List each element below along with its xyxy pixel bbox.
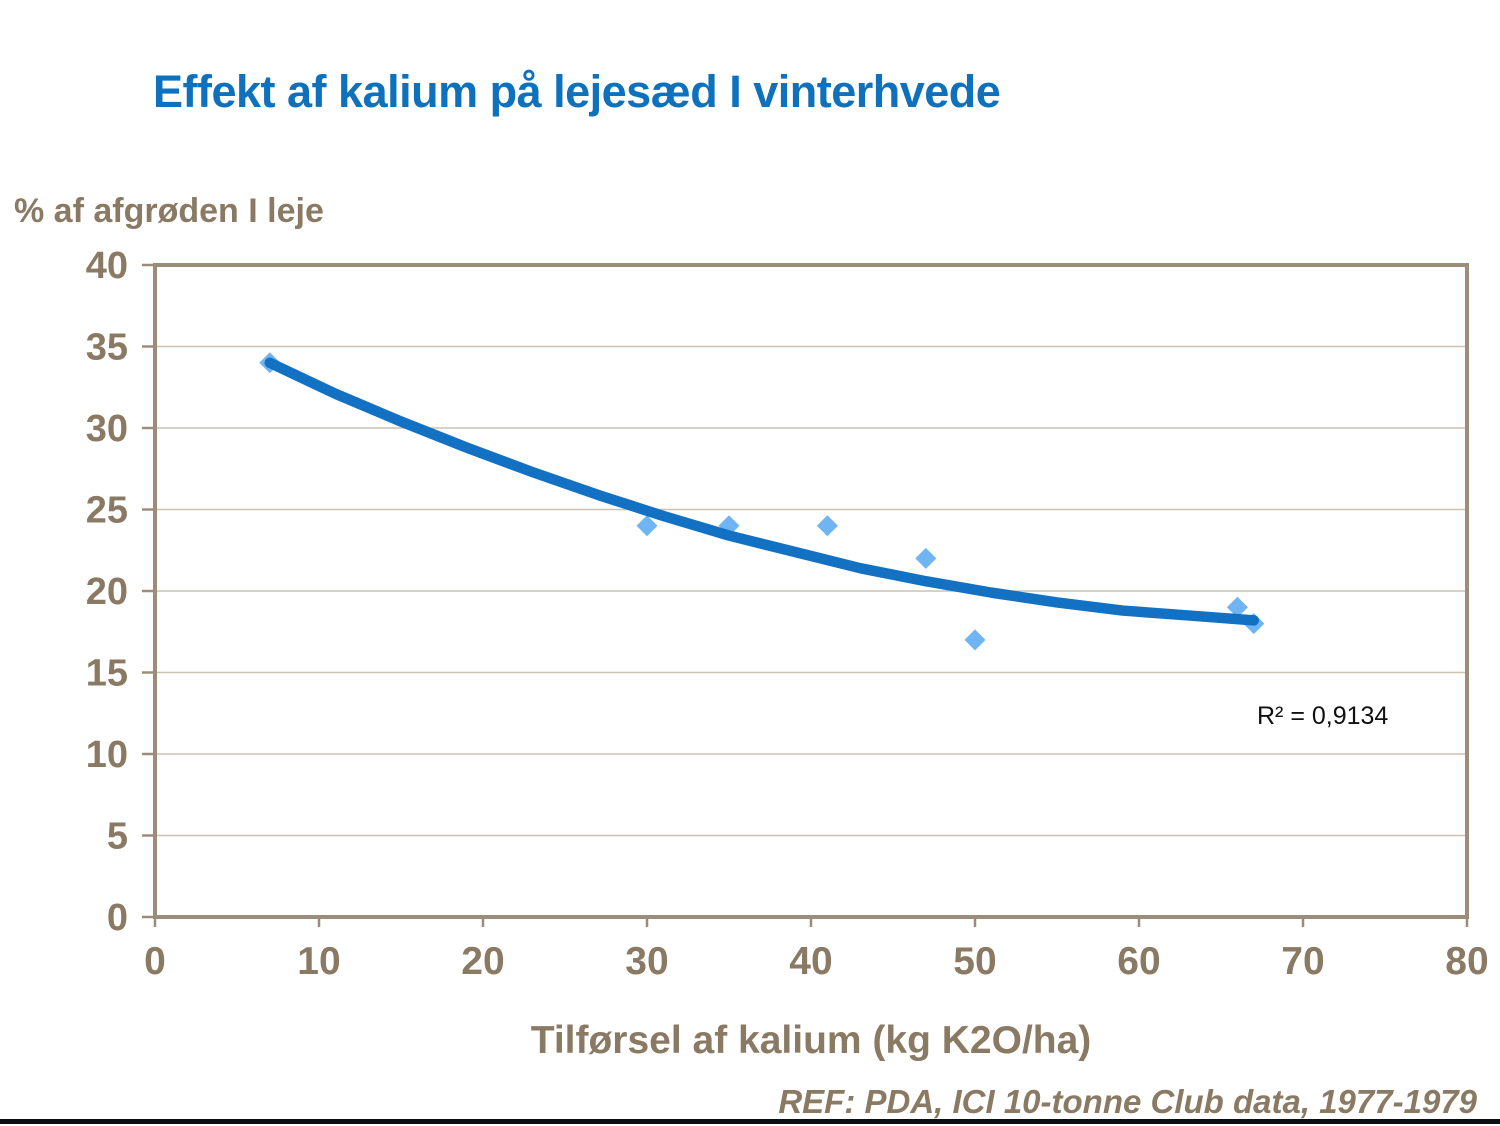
x-tick-label: 50 [953, 940, 996, 983]
y-tick-label: 10 [86, 734, 128, 776]
y-tick-label: 5 [107, 816, 128, 858]
y-tick-label: 25 [86, 490, 128, 532]
trend-line [264, 357, 1260, 626]
y-tick-label: 40 [86, 245, 128, 287]
data-point-diamond [1226, 596, 1248, 618]
y-tick-label: 30 [86, 408, 128, 450]
x-tick-label: 0 [144, 940, 166, 983]
data-point-diamond [636, 515, 658, 537]
x-tick-label: 60 [1117, 940, 1160, 983]
y-axis-title: % af afgrøden I leje [14, 192, 324, 230]
data-point-diamond [964, 629, 986, 651]
x-tick-label: 40 [789, 940, 832, 983]
x-tick-label: 80 [1445, 940, 1488, 983]
x-tick-label: 10 [297, 940, 340, 983]
x-tick-label: 70 [1281, 940, 1324, 983]
y-tick-label: 15 [86, 653, 128, 695]
r-squared-label: R² = 0,9134 [1257, 702, 1388, 730]
y-tick-label: 35 [86, 327, 128, 369]
bottom-accent-bar [0, 1119, 1500, 1124]
footer-reference: REF: PDA, ICI 10-tonne Club data, 1977-1… [778, 1083, 1477, 1120]
x-axis-title: Tilførsel af kalium (kg K2O/ha) [530, 1019, 1092, 1062]
data-point-diamond [816, 515, 838, 537]
chart-title: Effekt af kalium på lejesæd I vinterhved… [153, 66, 1001, 117]
data-point-diamond [915, 547, 937, 569]
x-tick-label: 30 [625, 940, 668, 983]
x-tick-label: 20 [461, 940, 504, 983]
y-tick-label: 0 [107, 897, 128, 939]
y-tick-label: 20 [86, 571, 128, 613]
